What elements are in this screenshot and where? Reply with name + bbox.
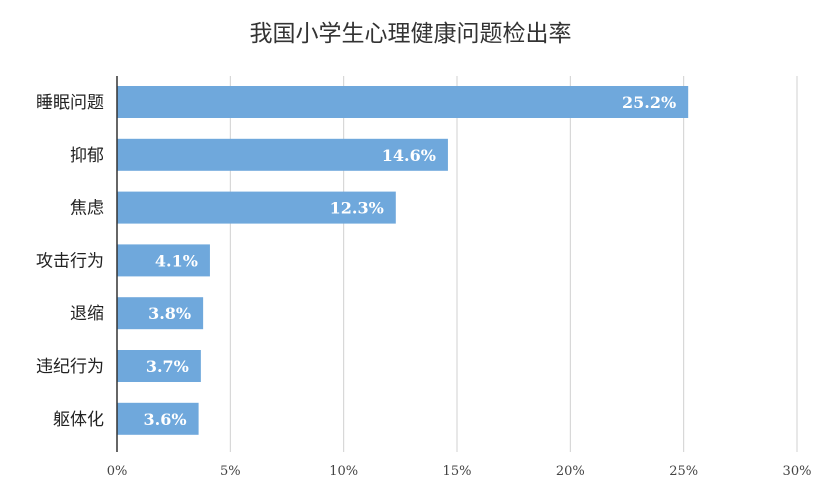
data-label: 3.8% bbox=[148, 304, 191, 323]
category-label: 躯体化 bbox=[53, 410, 104, 430]
labels: 0% 5% 10% 15% 20% 25% 30% 睡眠问题 25.2% 抑郁 14.6% 焦虑 12.… bbox=[36, 93, 811, 479]
category-label: 睡眠问题 bbox=[36, 93, 104, 113]
bar-5 bbox=[117, 350, 201, 382]
bars bbox=[117, 86, 689, 435]
x-tick-label: 15% bbox=[443, 464, 472, 479]
category-label: 焦虑 bbox=[70, 199, 104, 219]
data-label: 3.6% bbox=[144, 410, 187, 429]
grid-lines bbox=[229, 76, 798, 452]
data-label: 14.6% bbox=[382, 146, 436, 165]
x-tick-label: 25% bbox=[669, 464, 698, 479]
category-label: 退缩 bbox=[70, 304, 104, 324]
bar-1 bbox=[117, 138, 448, 171]
data-label: 25.2% bbox=[622, 93, 676, 112]
x-tick-label: 30% bbox=[783, 464, 812, 479]
category-label: 抑郁 bbox=[70, 146, 104, 166]
x-tick-label: 5% bbox=[220, 464, 241, 479]
bar-0 bbox=[117, 86, 689, 118]
data-label: 3.7% bbox=[146, 357, 189, 376]
x-tick-label: 10% bbox=[329, 464, 358, 479]
x-tick-label: 20% bbox=[556, 464, 585, 479]
bar-6 bbox=[117, 402, 199, 435]
bar-2 bbox=[117, 191, 396, 224]
chart-title: 我国小学生心理健康问题检出率 bbox=[249, 21, 572, 47]
bar-3 bbox=[117, 244, 210, 277]
data-label: 4.1% bbox=[155, 251, 198, 270]
x-tick-label: 0% bbox=[107, 464, 128, 479]
data-label: 12.3% bbox=[330, 199, 384, 218]
bar-4 bbox=[117, 297, 204, 330]
category-label: 违纪行为 bbox=[36, 357, 104, 377]
category-label: 攻击行为 bbox=[36, 251, 104, 271]
